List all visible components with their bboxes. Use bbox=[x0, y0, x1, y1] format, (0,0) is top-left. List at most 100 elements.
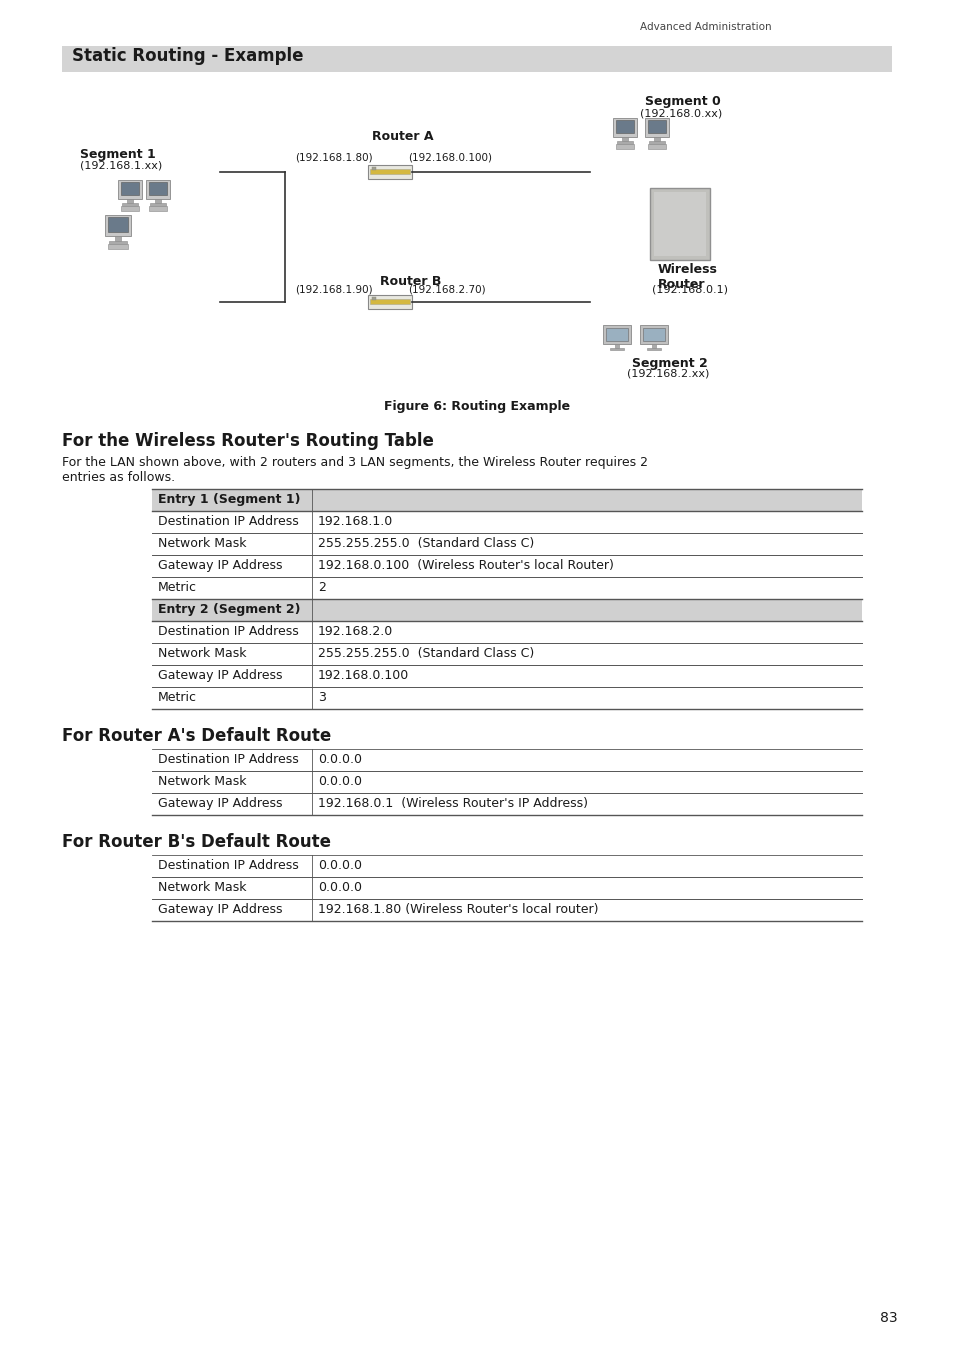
Bar bbox=[115, 236, 121, 240]
Text: (192.168.0.xx): (192.168.0.xx) bbox=[639, 108, 721, 118]
Bar bbox=[152, 643, 862, 665]
Bar bbox=[613, 118, 637, 136]
Text: Figure 6: Routing Example: Figure 6: Routing Example bbox=[383, 400, 570, 413]
Bar bbox=[646, 349, 660, 350]
Bar bbox=[652, 343, 655, 349]
Bar bbox=[128, 199, 132, 203]
Text: Network Mask: Network Mask bbox=[158, 881, 246, 894]
Text: 192.168.1.80 (Wireless Router's local router): 192.168.1.80 (Wireless Router's local ro… bbox=[317, 902, 598, 916]
Text: 192.168.0.1  (Wireless Router's IP Address): 192.168.0.1 (Wireless Router's IP Addres… bbox=[317, 797, 587, 811]
Text: (192.168.1.90): (192.168.1.90) bbox=[294, 285, 373, 295]
Bar bbox=[110, 240, 127, 243]
Bar bbox=[152, 511, 862, 534]
Bar bbox=[605, 327, 627, 342]
Bar bbox=[120, 207, 139, 211]
Text: Gateway IP Address: Gateway IP Address bbox=[158, 797, 282, 811]
Text: Network Mask: Network Mask bbox=[158, 536, 246, 550]
Text: 0.0.0.0: 0.0.0.0 bbox=[317, 775, 361, 788]
Text: 255.255.255.0  (Standard Class C): 255.255.255.0 (Standard Class C) bbox=[317, 536, 534, 550]
Text: Gateway IP Address: Gateway IP Address bbox=[158, 559, 282, 571]
Bar bbox=[152, 793, 862, 815]
Bar bbox=[639, 326, 667, 343]
Bar bbox=[155, 199, 160, 203]
Bar bbox=[118, 180, 142, 199]
Text: For the LAN shown above, with 2 routers and 3 LAN segments, the Wireless Router : For the LAN shown above, with 2 routers … bbox=[62, 457, 647, 469]
Bar bbox=[120, 181, 139, 196]
Text: (192.168.2.70): (192.168.2.70) bbox=[408, 285, 485, 295]
Bar bbox=[105, 215, 132, 236]
Text: 0.0.0.0: 0.0.0.0 bbox=[317, 881, 361, 894]
Bar bbox=[146, 180, 170, 199]
Bar bbox=[647, 145, 665, 149]
Bar bbox=[644, 118, 668, 136]
Bar bbox=[370, 299, 410, 304]
Text: Destination IP Address: Destination IP Address bbox=[158, 626, 298, 638]
Bar bbox=[621, 136, 627, 141]
Text: Static Routing - Example: Static Routing - Example bbox=[71, 47, 303, 65]
Text: 0.0.0.0: 0.0.0.0 bbox=[317, 859, 361, 871]
Text: 3: 3 bbox=[317, 690, 326, 704]
Bar bbox=[654, 136, 659, 141]
Text: Segment 0: Segment 0 bbox=[644, 95, 720, 108]
Bar bbox=[108, 218, 129, 232]
Text: For Router B's Default Route: For Router B's Default Route bbox=[62, 834, 331, 851]
Text: Entry 1 (Segment 1): Entry 1 (Segment 1) bbox=[158, 493, 300, 507]
Bar bbox=[149, 207, 167, 211]
Text: Router A: Router A bbox=[372, 130, 433, 143]
Text: (192.168.0.100): (192.168.0.100) bbox=[408, 153, 492, 163]
Text: For Router A's Default Route: For Router A's Default Route bbox=[62, 727, 331, 744]
Bar bbox=[372, 168, 375, 170]
Text: Metric: Metric bbox=[158, 690, 196, 704]
Text: Destination IP Address: Destination IP Address bbox=[158, 753, 298, 766]
Text: 83: 83 bbox=[879, 1310, 897, 1325]
Bar bbox=[149, 181, 167, 196]
Text: Segment 2: Segment 2 bbox=[631, 357, 707, 370]
Text: (192.168.1.80): (192.168.1.80) bbox=[294, 153, 373, 163]
Bar bbox=[152, 898, 862, 921]
Text: (192.168.0.1): (192.168.0.1) bbox=[651, 285, 727, 295]
Bar bbox=[152, 555, 862, 577]
Text: 192.168.1.0: 192.168.1.0 bbox=[317, 515, 393, 528]
Text: (192.168.2.xx): (192.168.2.xx) bbox=[626, 369, 709, 380]
Text: Segment 1: Segment 1 bbox=[80, 149, 155, 161]
Bar bbox=[615, 343, 618, 349]
Bar bbox=[649, 188, 709, 259]
Bar bbox=[370, 169, 410, 174]
Text: Advanced Administration: Advanced Administration bbox=[639, 22, 771, 32]
Bar bbox=[372, 297, 375, 300]
Text: For the Wireless Router's Routing Table: For the Wireless Router's Routing Table bbox=[62, 432, 434, 450]
Text: Destination IP Address: Destination IP Address bbox=[158, 859, 298, 871]
Bar bbox=[368, 295, 412, 309]
Bar bbox=[152, 748, 862, 771]
Bar bbox=[152, 771, 862, 793]
Text: Network Mask: Network Mask bbox=[158, 647, 246, 661]
Text: Network Mask: Network Mask bbox=[158, 775, 246, 788]
Text: Gateway IP Address: Gateway IP Address bbox=[158, 902, 282, 916]
Bar bbox=[152, 489, 862, 511]
Text: entries as follows.: entries as follows. bbox=[62, 471, 175, 484]
Text: Wireless
Router: Wireless Router bbox=[658, 263, 717, 290]
Bar bbox=[647, 120, 665, 134]
Bar bbox=[152, 688, 862, 709]
Text: 255.255.255.0  (Standard Class C): 255.255.255.0 (Standard Class C) bbox=[317, 647, 534, 661]
Text: 192.168.2.0: 192.168.2.0 bbox=[317, 626, 393, 638]
Bar bbox=[615, 145, 634, 149]
Bar bbox=[152, 877, 862, 898]
Text: 2: 2 bbox=[317, 581, 326, 594]
Text: 192.168.0.100: 192.168.0.100 bbox=[317, 669, 409, 682]
Bar bbox=[152, 621, 862, 643]
Bar bbox=[122, 203, 137, 205]
Text: Gateway IP Address: Gateway IP Address bbox=[158, 669, 282, 682]
Bar bbox=[368, 165, 412, 178]
Bar bbox=[602, 326, 630, 343]
Text: Router B: Router B bbox=[379, 276, 441, 288]
Bar bbox=[649, 141, 664, 143]
Bar bbox=[610, 349, 623, 350]
Text: Metric: Metric bbox=[158, 581, 196, 594]
Text: Destination IP Address: Destination IP Address bbox=[158, 515, 298, 528]
Bar bbox=[62, 46, 891, 72]
Bar bbox=[617, 141, 632, 143]
Bar bbox=[152, 598, 862, 621]
Text: (192.168.1.xx): (192.168.1.xx) bbox=[80, 161, 162, 172]
Text: Entry 2 (Segment 2): Entry 2 (Segment 2) bbox=[158, 603, 300, 616]
